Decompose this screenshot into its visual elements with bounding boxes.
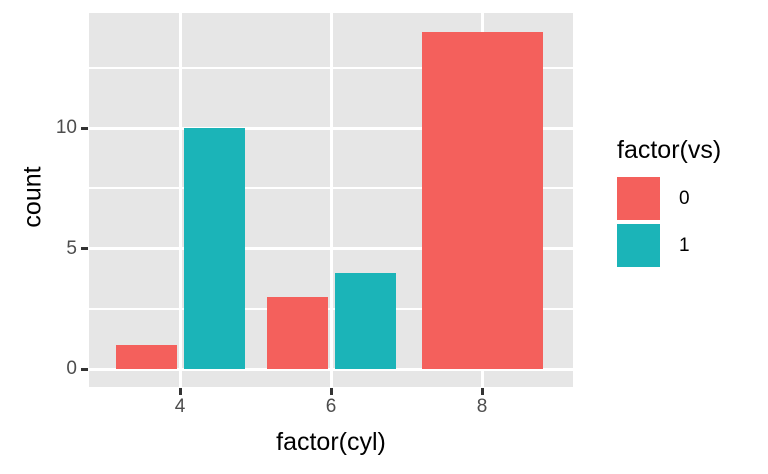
bar-cyl8-vs0: [421, 32, 543, 369]
bar-cyl6-vs0: [266, 296, 328, 369]
legend-key-1: [617, 224, 660, 267]
y-tick: [81, 126, 88, 130]
legend-label: 0: [679, 187, 690, 209]
y-tick: [81, 367, 88, 371]
x-tick: [480, 388, 484, 395]
legend-label: 1: [679, 234, 690, 256]
plot-panel: [89, 13, 573, 387]
x-tick: [178, 388, 182, 395]
legend-title: factor(vs): [617, 136, 722, 164]
y-tick: [81, 247, 88, 251]
x-tick-label: 6: [325, 396, 337, 417]
bar-cyl4-vs0: [115, 344, 177, 369]
legend-item: 1: [617, 224, 767, 267]
y-tick-label: 0: [66, 358, 77, 379]
y-tick-label: 5: [66, 237, 77, 259]
legend-key-0: [617, 177, 660, 220]
y-tick-label: 10: [55, 117, 77, 139]
y-axis-title: count: [18, 166, 47, 228]
gridline-major-x: [329, 13, 333, 387]
bar-cyl4-vs1: [183, 128, 245, 369]
legend-item: 0: [617, 177, 767, 220]
gridline-major-x: [178, 13, 182, 387]
bar-cyl6-vs1: [334, 272, 396, 369]
x-tick-label: 8: [476, 396, 488, 417]
x-axis-title: factor(cyl): [276, 428, 386, 456]
x-tick: [329, 388, 333, 395]
x-tick-label: 4: [174, 396, 186, 417]
